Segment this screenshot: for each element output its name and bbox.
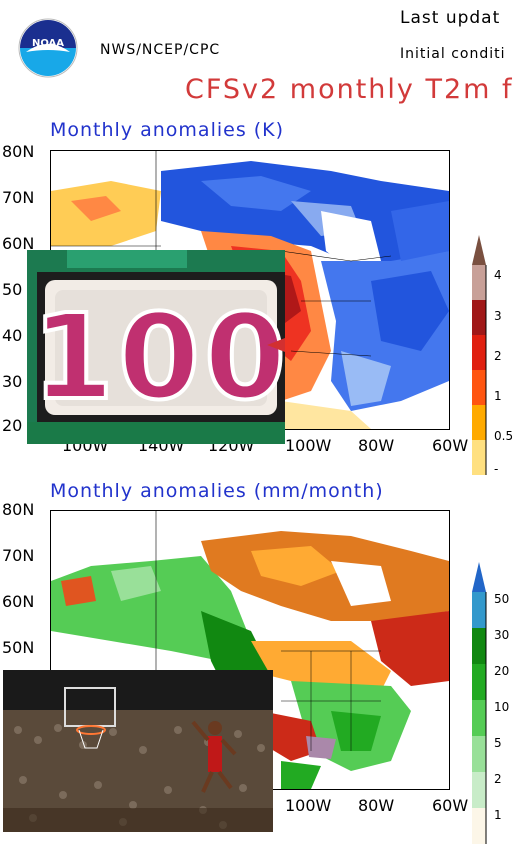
map1-colorbar (468, 235, 490, 475)
map1-lat-label: 20 (2, 416, 23, 435)
map2-colorbar-swatch (472, 700, 486, 736)
svg-text:100: 100 (32, 288, 285, 426)
map1-colorbar-label: 2 (494, 349, 502, 363)
map1-lat-label: 70N (2, 188, 35, 207)
map1-lon-label: 100W (285, 436, 332, 455)
map2-lon-label: 60W (432, 796, 469, 815)
map2-colorbar-label: 1 (494, 808, 502, 822)
map1-colorbar-swatch (472, 370, 486, 405)
map2-lat-label: 70N (2, 546, 35, 565)
map2-colorbar-arrow (472, 562, 486, 592)
map1-lon-label: 60W (432, 436, 469, 455)
map2-colorbar-swatch (472, 664, 486, 700)
map2-colorbar-swatch (472, 772, 486, 808)
map1-colorbar-arrow (472, 235, 486, 265)
noaa-logo-icon: NOAA (18, 18, 78, 78)
map2-lon-label: 80W (358, 796, 395, 815)
map1-colorbar-label: 3 (494, 309, 502, 323)
org-label: NWS/NCEP/CPC (100, 42, 221, 58)
map1-lat-label: 80N (2, 142, 35, 161)
map1-lat-label: 30 (2, 372, 23, 391)
last-update-label: Last updat (400, 8, 501, 28)
map1-colorbar-swatch (472, 300, 486, 335)
map2-colorbar-label: 5 (494, 736, 502, 750)
map1-lon-label: 80W (358, 436, 395, 455)
map2-lat-label: 80N (2, 500, 35, 519)
map1-colorbar-swatch (472, 405, 486, 440)
map2-colorbar-swatch (472, 628, 486, 664)
page-title: CFSv2 monthly T2m f (185, 74, 514, 105)
map2-colorbar-swatch (472, 592, 486, 628)
map2-colorbar-label: 30 (494, 628, 510, 642)
map2-colorbar-label: 10 (494, 700, 510, 714)
map1-subtitle: Monthly anomalies (K) (50, 119, 285, 141)
map1-colorbar-swatch (472, 440, 486, 475)
map1-colorbar-swatch (472, 335, 486, 370)
map2-lon-label: 100W (285, 796, 332, 815)
map1-colorbar-label: - (494, 462, 499, 476)
map2-colorbar-label: 2 (494, 772, 502, 786)
map1-colorbar-swatch (472, 265, 486, 300)
map2-colorbar-swatch (472, 736, 486, 772)
map2-colorbar-label: 50 (494, 592, 510, 606)
initial-conditions-label: Initial conditi (400, 46, 506, 62)
map2-colorbar-swatch (472, 808, 486, 844)
map1-colorbar-label: 4 (494, 268, 502, 282)
map2-colorbar (468, 562, 490, 844)
map1-lat-label: 40 (2, 326, 23, 345)
map1-colorbar-label: 1 (494, 389, 502, 403)
map2-subtitle: Monthly anomalies (mm/month) (50, 480, 384, 502)
svg-text:NOAA: NOAA (32, 38, 64, 49)
map1-colorbar-label: 0.5 (494, 429, 514, 443)
scoreboard-100-image: 100 (27, 250, 285, 444)
map2-colorbar-label: 20 (494, 664, 510, 678)
map2-lat-label: 60N (2, 592, 35, 611)
map1-lat-label: 50 (2, 280, 23, 299)
map1-lat-label: 60N (2, 234, 35, 253)
map2-lat-label: 50N (2, 638, 35, 657)
basketball-dunk-photo (3, 670, 273, 832)
